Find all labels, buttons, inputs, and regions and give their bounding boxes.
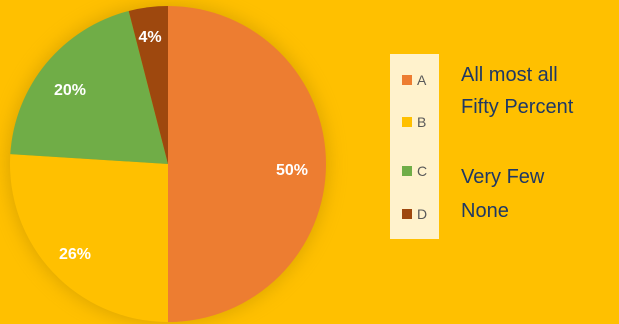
data-label-c: 20% — [54, 82, 86, 99]
pie-slice-b — [9, 154, 168, 322]
legend-label-d: D — [417, 206, 428, 222]
legend-item-d: D — [402, 204, 427, 224]
legend-item-c: C — [402, 161, 427, 181]
legend-label-c: C — [417, 163, 428, 179]
data-label-d: 4% — [138, 29, 161, 46]
legend-item-a: A — [402, 70, 426, 90]
legend-swatch-c — [402, 166, 412, 176]
pie-slices — [9, 5, 326, 322]
pie-slice-d — [128, 5, 168, 164]
annotation-none: None — [461, 200, 509, 222]
pie-slice-c — [10, 10, 169, 164]
legend-label-a: A — [417, 72, 427, 88]
legend-swatch-a — [402, 75, 412, 85]
data-label-a: 50% — [276, 162, 308, 179]
annotation-all-most-all: All most all — [461, 64, 558, 86]
data-label-b: 26% — [59, 246, 91, 263]
legend-swatch-b — [402, 117, 412, 127]
pie-slice-a — [168, 6, 326, 322]
legend: A B C D — [390, 54, 439, 239]
annotation-very-few: Very Few — [461, 166, 545, 188]
pie-data-labels: 50% 26% 20% 4% — [54, 29, 308, 263]
legend-label-b: B — [417, 114, 427, 130]
annotation-fifty-percent: Fifty Percent — [461, 96, 574, 118]
legend-swatch-d — [402, 209, 412, 219]
legend-item-b: B — [402, 112, 426, 132]
